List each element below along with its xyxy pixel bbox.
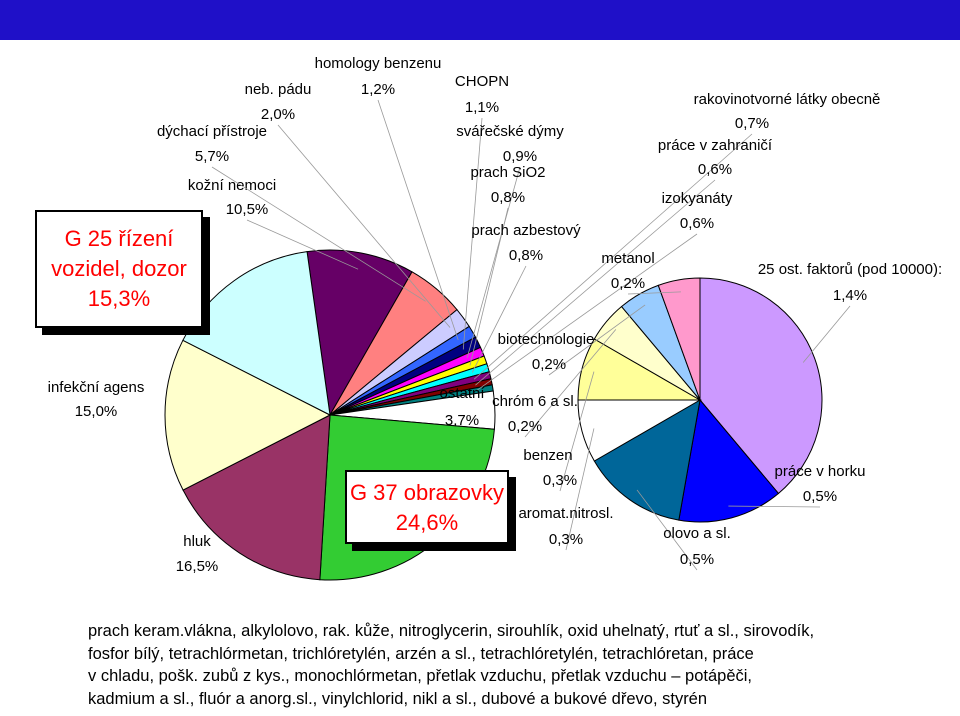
leader-line [802, 305, 851, 363]
slice-label: neb. pádu [245, 81, 312, 98]
slice-value: 0,5% [803, 488, 837, 505]
leader-line [471, 265, 527, 373]
slice-value: 0,2% [532, 356, 566, 373]
footnote-line: fosfor bílý, tetrachlórmetan, trichlóret… [88, 644, 754, 663]
slice-value: 0,3% [549, 531, 583, 548]
slice-label: benzen [523, 447, 572, 464]
slice-label: prach azbestový [471, 222, 581, 239]
footnote-line: v chladu, pošk. zubů z kys., monochlórme… [88, 667, 753, 685]
slice-value: 0,7% [735, 115, 769, 132]
footnote-line: kadmium a sl., fluór a anorg.sl., vinylc… [88, 689, 708, 708]
slice-value: 0,8% [491, 189, 525, 206]
slice-value: 15,0% [75, 403, 118, 420]
slice-value: 2,0% [261, 106, 295, 123]
leader-line [728, 505, 821, 508]
slice-label: homology benzenu [315, 55, 442, 72]
slice-label: hluk [183, 533, 211, 550]
leader-line [548, 304, 646, 376]
slice-value: 24,6% [395, 510, 459, 535]
slice-label: chróm 6 a sl. [492, 393, 578, 410]
slice-value: 0,5% [680, 551, 714, 568]
slice-label: kožní nemoci [188, 177, 276, 194]
slice-value: 5,7% [195, 148, 229, 165]
slice-value: 0,6% [680, 215, 714, 232]
leader-line [475, 179, 716, 386]
leader-line [211, 166, 426, 302]
leader-line [466, 166, 521, 359]
leader-line [559, 371, 595, 492]
footnote: prach keram.vlákna, alkylolovo, rak. kůž… [88, 620, 814, 710]
slice-value: 0,3% [543, 472, 577, 489]
slice-value: 0,2% [508, 418, 542, 435]
leader-line [476, 233, 698, 391]
slice-value: 15,3% [87, 286, 151, 311]
slice-label: svářečské dýmy [456, 123, 564, 140]
slice-label: G 37 obrazovky [349, 480, 505, 505]
slice-value: 1,1% [465, 99, 499, 116]
category-box: G 25 řízení vozidel, dozor 15,3% [35, 210, 203, 328]
footnote-line: prach keram.vlákna, alkylolovo, rak. kůž… [88, 622, 815, 640]
slice-label: izokyanáty [662, 190, 733, 207]
pie-slice [306, 249, 413, 417]
leader-line [277, 124, 451, 328]
leader-line [473, 133, 753, 380]
slice-label: práce v zahraničí [658, 137, 773, 154]
pie-slice [182, 414, 331, 581]
slice-value: 0,8% [509, 247, 543, 264]
pie-slice [678, 398, 780, 523]
slice-label: prach SiO2 [470, 164, 545, 181]
pie-slice [164, 339, 332, 491]
slice-value: 16,5% [176, 558, 219, 575]
slice-value: 0,9% [503, 148, 537, 165]
slice-label: aromat.nitrosl. [518, 505, 613, 522]
leader-line [462, 117, 483, 350]
slice-label: infekční agens [48, 379, 145, 396]
slice-value: 3,7% [445, 412, 479, 429]
slice-label: olovo a sl. [663, 525, 731, 542]
pie-slice [699, 277, 823, 495]
slice-value: 10,5% [226, 201, 269, 218]
slice-label: ostatní [439, 385, 485, 402]
slice-label: 25 ost. faktorů (pod 10000): [758, 261, 942, 278]
leader-line [524, 329, 617, 438]
slice-value: 1,4% [833, 287, 867, 304]
slice-label: metanol [601, 250, 654, 267]
slice-label: rakovinotvorné látky obecně [694, 91, 881, 108]
pie-slice [657, 277, 701, 401]
leader-line [469, 207, 509, 366]
leader-line [565, 428, 595, 551]
pie-slice [593, 399, 701, 521]
slice-label: dýchací přístroje [157, 123, 267, 140]
slice-label: CHOPN [455, 73, 509, 90]
slice-label: biotechnologie [498, 331, 595, 348]
slice-value: 1,2% [361, 81, 395, 98]
leader-line [627, 291, 681, 295]
slice-label: G 25 řízení vozidel, dozor [51, 226, 187, 281]
leader-line [246, 219, 359, 270]
slice-value: 0,2% [611, 275, 645, 292]
slice-value: 0,6% [698, 161, 732, 178]
slice-label: práce v horku [775, 463, 866, 480]
header-band [0, 0, 960, 40]
category-box: G 37 obrazovky 24,6% [345, 470, 509, 544]
leader-line [636, 489, 698, 571]
pie-slice [182, 251, 331, 416]
leader-line [377, 99, 459, 341]
